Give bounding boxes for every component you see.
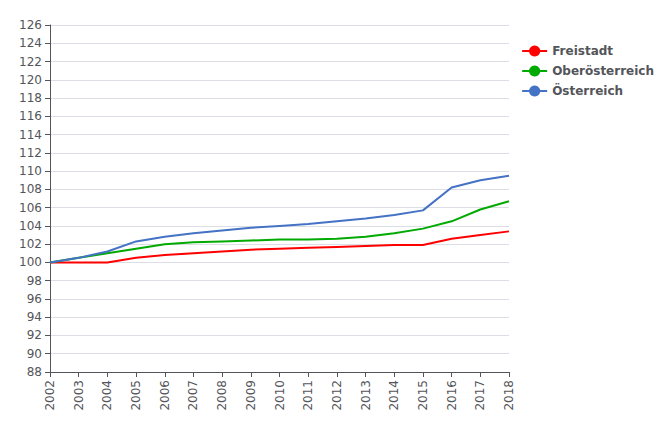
svg-text:120: 120 — [19, 73, 42, 87]
svg-text:98: 98 — [27, 274, 42, 288]
svg-text:114: 114 — [19, 128, 42, 142]
svg-text:106: 106 — [19, 201, 42, 215]
svg-text:2014: 2014 — [387, 380, 401, 411]
svg-text:2015: 2015 — [416, 380, 430, 411]
svg-text:90: 90 — [27, 347, 42, 361]
svg-text:Oberösterreich: Oberösterreich — [552, 64, 654, 78]
svg-text:88: 88 — [27, 365, 42, 379]
svg-text:94: 94 — [27, 310, 42, 324]
svg-text:2002: 2002 — [43, 380, 57, 411]
svg-text:Österreich: Österreich — [552, 83, 623, 98]
svg-text:112: 112 — [19, 146, 42, 160]
svg-text:102: 102 — [19, 237, 42, 251]
svg-text:2005: 2005 — [129, 380, 143, 411]
svg-text:110: 110 — [19, 164, 42, 178]
svg-text:96: 96 — [27, 292, 42, 306]
svg-text:2003: 2003 — [72, 380, 86, 411]
svg-text:2011: 2011 — [301, 380, 315, 411]
svg-text:Freistadt: Freistadt — [552, 44, 613, 58]
svg-text:2013: 2013 — [359, 380, 373, 411]
svg-text:124: 124 — [19, 36, 42, 50]
svg-text:2018: 2018 — [502, 380, 516, 411]
svg-text:2008: 2008 — [215, 380, 229, 411]
svg-text:2007: 2007 — [186, 380, 200, 411]
svg-text:92: 92 — [27, 328, 42, 342]
svg-text:2004: 2004 — [100, 380, 114, 411]
svg-text:100: 100 — [19, 255, 42, 269]
svg-text:2016: 2016 — [445, 380, 459, 411]
svg-text:2009: 2009 — [244, 380, 258, 411]
svg-text:2012: 2012 — [330, 380, 344, 411]
svg-text:118: 118 — [19, 91, 42, 105]
svg-text:104: 104 — [19, 219, 42, 233]
svg-text:2017: 2017 — [473, 380, 487, 411]
svg-text:108: 108 — [19, 182, 42, 196]
svg-text:2006: 2006 — [158, 380, 172, 411]
svg-text:2010: 2010 — [273, 380, 287, 411]
svg-text:122: 122 — [19, 55, 42, 69]
svg-text:126: 126 — [19, 18, 42, 32]
svg-text:116: 116 — [19, 109, 42, 123]
